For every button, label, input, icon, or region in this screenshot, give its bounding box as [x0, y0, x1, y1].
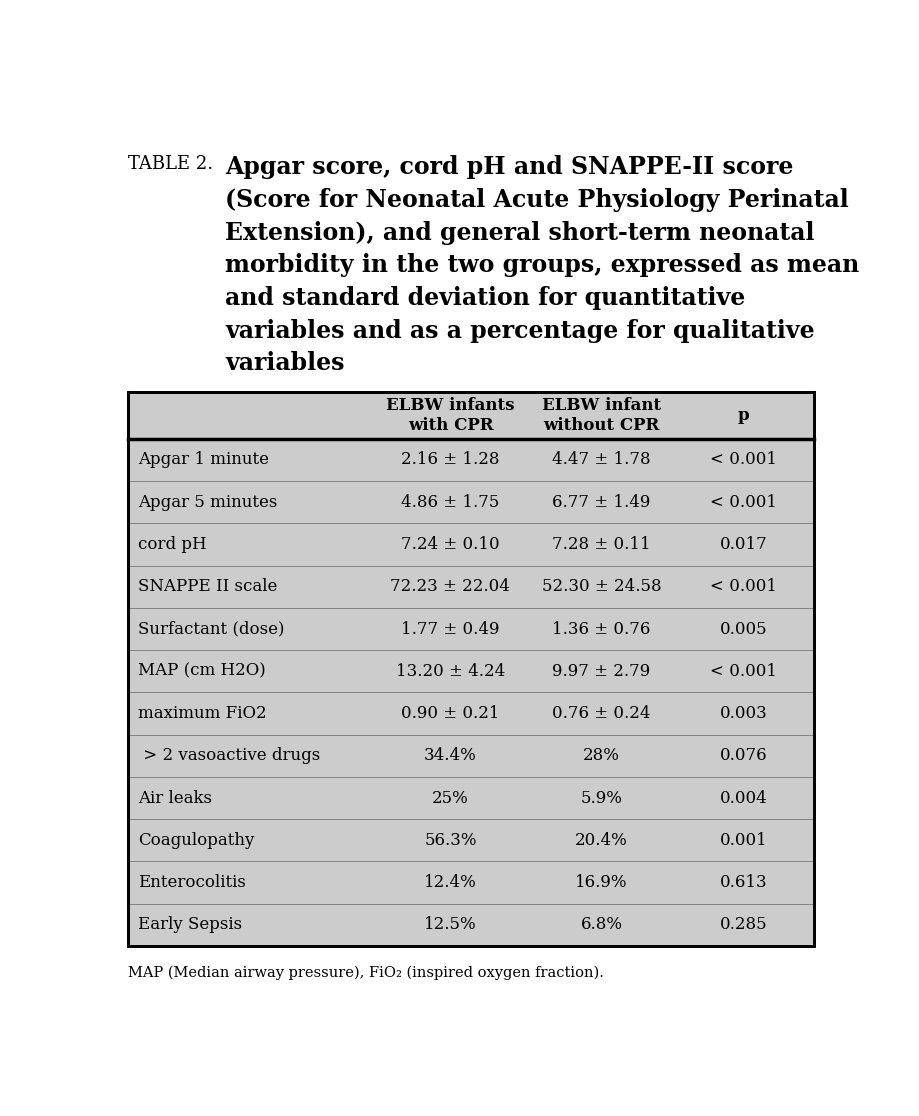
Text: Extension), and general short-term neonatal: Extension), and general short-term neona… [225, 221, 815, 244]
Text: Apgar 1 minute: Apgar 1 minute [139, 452, 269, 469]
Text: 20.4%: 20.4% [575, 831, 628, 849]
Text: variables and as a percentage for qualitative: variables and as a percentage for qualit… [225, 319, 815, 343]
Text: > 2 vasoactive drugs: > 2 vasoactive drugs [139, 748, 321, 764]
Text: 5.9%: 5.9% [581, 789, 622, 807]
Text: 4.47 ± 1.78: 4.47 ± 1.78 [552, 452, 651, 469]
Text: 0.613: 0.613 [720, 874, 767, 891]
Text: < 0.001: < 0.001 [710, 578, 777, 595]
Text: variables: variables [225, 352, 345, 375]
FancyBboxPatch shape [128, 392, 814, 946]
Text: MAP (cm H2O): MAP (cm H2O) [139, 663, 267, 680]
Text: 0.285: 0.285 [720, 916, 767, 933]
Text: 1.36 ± 0.76: 1.36 ± 0.76 [552, 620, 651, 637]
Text: MAP (Median airway pressure), FiO₂ (inspired oxygen fraction).: MAP (Median airway pressure), FiO₂ (insp… [128, 965, 604, 980]
Text: 72.23 ± 22.04: 72.23 ± 22.04 [391, 578, 510, 595]
Text: 7.24 ± 0.10: 7.24 ± 0.10 [401, 536, 500, 554]
Text: 0.004: 0.004 [720, 789, 767, 807]
Text: 25%: 25% [432, 789, 469, 807]
Text: and standard deviation for quantitative: and standard deviation for quantitative [225, 286, 745, 310]
Text: 12.4%: 12.4% [424, 874, 477, 891]
Text: 52.30 ± 24.58: 52.30 ± 24.58 [541, 578, 662, 595]
Text: ELBW infants
with CPR: ELBW infants with CPR [386, 397, 515, 434]
Text: 0.90 ± 0.21: 0.90 ± 0.21 [401, 705, 500, 722]
Text: Surfactant (dose): Surfactant (dose) [139, 620, 285, 637]
Text: 7.28 ± 0.11: 7.28 ± 0.11 [552, 536, 651, 554]
Text: Apgar 5 minutes: Apgar 5 minutes [139, 493, 278, 511]
Text: 0.003: 0.003 [720, 705, 767, 722]
Text: (Score for Neonatal Acute Physiology Perinatal: (Score for Neonatal Acute Physiology Per… [225, 189, 849, 212]
Text: < 0.001: < 0.001 [710, 452, 777, 469]
Text: 9.97 ± 2.79: 9.97 ± 2.79 [552, 663, 651, 680]
Text: SNAPPE II scale: SNAPPE II scale [139, 578, 278, 595]
Text: Enterocolitis: Enterocolitis [139, 874, 246, 891]
Text: Early Sepsis: Early Sepsis [139, 916, 243, 933]
Text: cord pH: cord pH [139, 536, 207, 554]
Text: 0.005: 0.005 [720, 620, 767, 637]
Text: 6.77 ± 1.49: 6.77 ± 1.49 [552, 493, 651, 511]
Text: 0.076: 0.076 [720, 748, 767, 764]
Text: 1.77 ± 0.49: 1.77 ± 0.49 [401, 620, 500, 637]
Text: 4.86 ± 1.75: 4.86 ± 1.75 [402, 493, 500, 511]
Text: 6.8%: 6.8% [581, 916, 622, 933]
Text: 0.017: 0.017 [720, 536, 767, 554]
Text: 13.20 ± 4.24: 13.20 ± 4.24 [396, 663, 505, 680]
Text: 34.4%: 34.4% [424, 748, 477, 764]
Text: 2.16 ± 1.28: 2.16 ± 1.28 [401, 452, 500, 469]
Text: 0.76 ± 0.24: 0.76 ± 0.24 [552, 705, 651, 722]
Text: morbidity in the two groups, expressed as mean: morbidity in the two groups, expressed a… [225, 253, 859, 278]
Text: 28%: 28% [583, 748, 620, 764]
Text: Coagulopathy: Coagulopathy [139, 831, 255, 849]
Text: Air leaks: Air leaks [139, 789, 212, 807]
Text: maximum FiO2: maximum FiO2 [139, 705, 267, 722]
Text: 12.5%: 12.5% [424, 916, 477, 933]
Text: p: p [738, 406, 750, 424]
Text: 16.9%: 16.9% [575, 874, 628, 891]
Text: 56.3%: 56.3% [425, 831, 477, 849]
Text: < 0.001: < 0.001 [710, 663, 777, 680]
Text: < 0.001: < 0.001 [710, 493, 777, 511]
Text: 0.001: 0.001 [720, 831, 767, 849]
Text: Apgar score, cord pH and SNAPPE-II score: Apgar score, cord pH and SNAPPE-II score [225, 155, 794, 180]
Text: ELBW infant
without CPR: ELBW infant without CPR [542, 397, 661, 434]
Text: TABLE 2.: TABLE 2. [128, 155, 213, 173]
